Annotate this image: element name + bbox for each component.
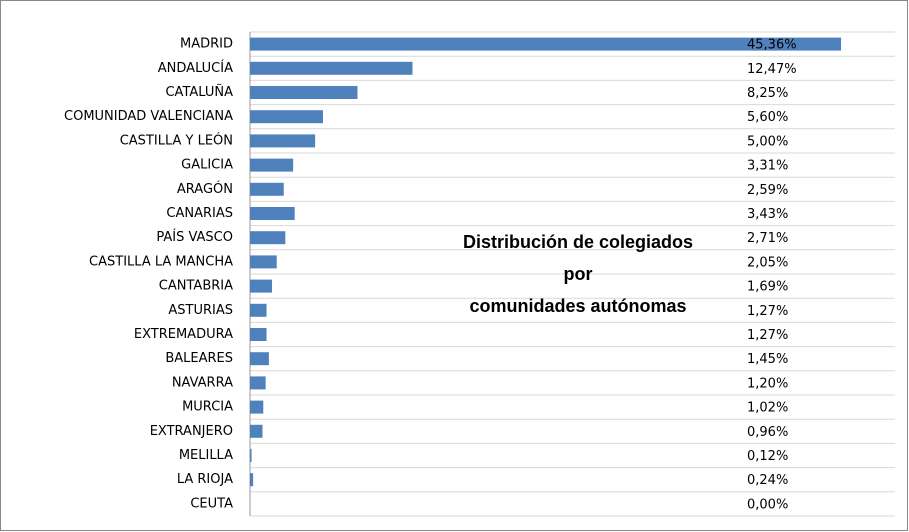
- chart-title: por: [564, 264, 593, 284]
- category-label: GALICIA: [181, 158, 233, 173]
- value-label: 1,27%: [747, 328, 788, 343]
- value-label: 8,25%: [747, 86, 788, 101]
- bar: [250, 182, 284, 196]
- value-label: 5,00%: [747, 134, 788, 149]
- bar: [250, 158, 294, 172]
- bar: [250, 207, 295, 220]
- bar: [250, 61, 413, 75]
- category-label: ARAGÓN: [177, 181, 233, 197]
- category-label: CANTABRIA: [159, 279, 233, 294]
- bar: [250, 376, 266, 390]
- bar: [250, 352, 269, 366]
- bar: [250, 449, 252, 462]
- bar: [250, 255, 277, 269]
- value-label: 1,45%: [747, 352, 788, 367]
- bar: [250, 424, 263, 438]
- category-label: CEUTA: [190, 496, 233, 511]
- bar: [250, 134, 316, 148]
- value-label: 5,60%: [747, 110, 788, 125]
- category-label: MURCIA: [182, 400, 233, 415]
- value-label: 12,47%: [747, 62, 797, 77]
- bar: [250, 86, 358, 99]
- category-label: COMUNIDAD VALENCIANA: [64, 109, 233, 124]
- chart-title: comunidades autónomas: [469, 296, 686, 316]
- value-label: 0,96%: [747, 425, 788, 440]
- category-label: CASTILLA Y LEÓN: [120, 132, 233, 148]
- value-label: 2,59%: [747, 183, 788, 198]
- bar: [250, 37, 842, 51]
- value-label: 2,71%: [747, 231, 788, 246]
- value-label: 3,31%: [747, 159, 788, 174]
- chart-title: Distribución de colegiados: [463, 232, 693, 252]
- bar: [250, 328, 267, 341]
- category-label: EXTRANJERO: [150, 424, 233, 439]
- value-label: 0,12%: [747, 449, 788, 464]
- value-label: 2,05%: [747, 255, 788, 270]
- value-label: 45,36%: [747, 38, 797, 53]
- category-label: PAÍS VASCO: [156, 229, 233, 245]
- category-label: CASTILLA LA MANCHA: [89, 254, 233, 269]
- category-label: MELILLA: [179, 448, 233, 463]
- category-label: CANARIAS: [166, 206, 233, 221]
- value-label: 1,02%: [747, 401, 788, 416]
- category-label: EXTREMADURA: [134, 327, 233, 342]
- value-label: 3,43%: [747, 207, 788, 222]
- value-label: 1,20%: [747, 376, 788, 391]
- bar: [250, 231, 286, 245]
- value-label: 0,00%: [747, 497, 788, 512]
- value-label: 0,24%: [747, 473, 788, 488]
- category-label: CATALUÑA: [165, 84, 233, 100]
- category-label: NAVARRA: [172, 375, 233, 390]
- bar: [250, 473, 254, 487]
- bar: [250, 400, 264, 414]
- category-label: ANDALUCÍA: [158, 60, 233, 76]
- category-label: MADRID: [180, 37, 233, 52]
- bar: [250, 303, 267, 317]
- category-label: ASTURIAS: [168, 303, 233, 318]
- bar: [250, 110, 323, 124]
- value-label: 1,27%: [747, 304, 788, 319]
- value-label: 1,69%: [747, 280, 788, 295]
- category-label: LA RIOJA: [177, 472, 233, 487]
- category-label: BALEARES: [165, 351, 233, 366]
- bar: [250, 279, 273, 293]
